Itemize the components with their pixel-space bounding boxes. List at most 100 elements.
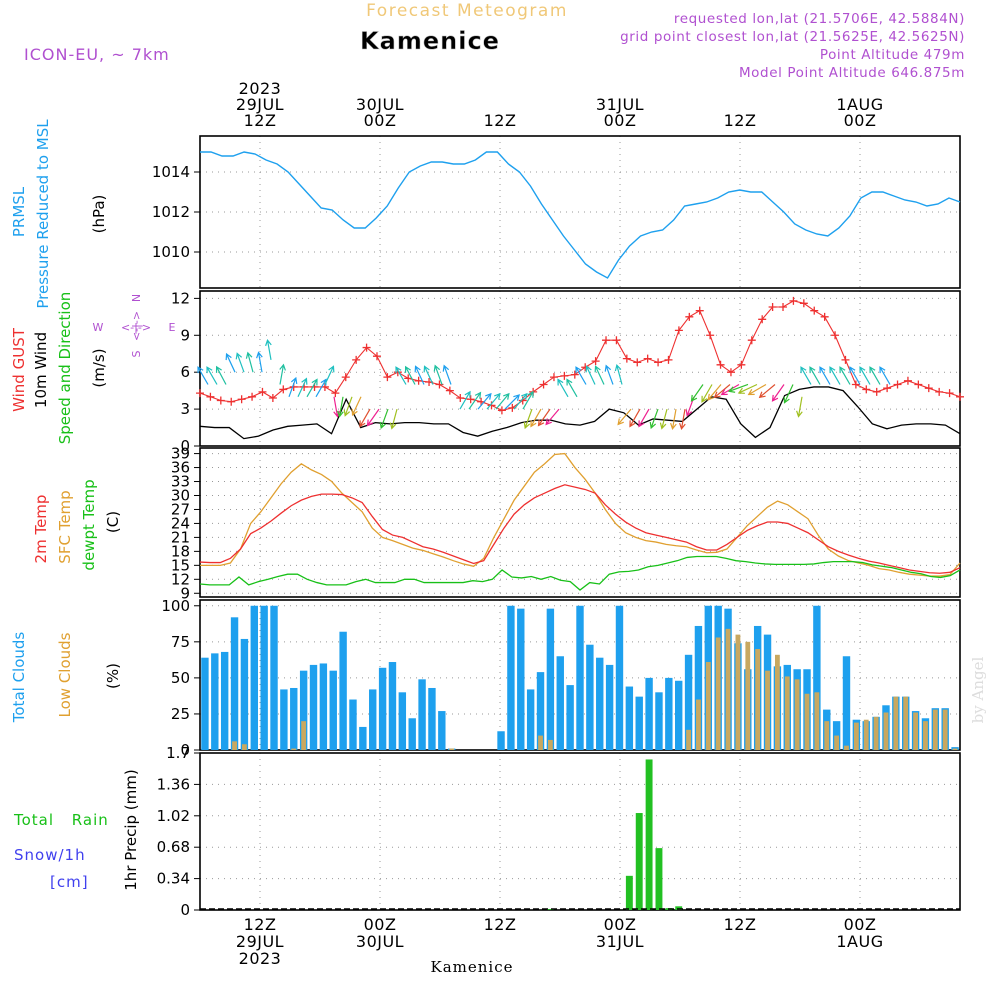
total-cloud-bar [605, 664, 614, 750]
total-cloud-bar [280, 689, 288, 750]
compass-east: E [169, 321, 176, 334]
gust-marker [466, 395, 475, 404]
model-altitude: Model Point Altitude 646.875m [739, 65, 965, 81]
total-cloud-bar [665, 677, 673, 750]
clouds-ytick-label: 100 [161, 597, 190, 615]
low-cloud-bar [745, 641, 751, 750]
temp-ytick-label: 24 [171, 514, 190, 532]
total-cloud-bar [299, 670, 308, 750]
wind-direction-arrow [585, 365, 596, 385]
precip-ytick-label: 0 [180, 901, 190, 919]
wind-direction-arrow [614, 363, 623, 385]
total-cloud-bar [645, 677, 653, 750]
wind-direction-arrow [245, 351, 254, 373]
temp-label-2m: 2m Temp [32, 495, 50, 564]
gust-marker [602, 336, 611, 345]
wind-direction-arrow [566, 378, 578, 398]
total-cloud-bar [813, 605, 821, 750]
wind-direction-arrow [235, 352, 245, 373]
gust-marker [633, 358, 642, 367]
total-cloud-bar [536, 672, 545, 750]
wind-direction-arrow [486, 392, 501, 410]
low-cloud-bar [301, 721, 307, 750]
wind-direction-arrow [442, 364, 452, 385]
gust-marker [893, 380, 902, 389]
compass-arrows: <-|-> [130, 311, 143, 341]
wind-direction-arrow [557, 378, 569, 398]
pressure-ytick-label: 1012 [152, 203, 190, 221]
temp-ytick-label: 27 [171, 500, 190, 518]
top-time-label: 2023 [239, 79, 282, 98]
bottom-time-label: 29JUL [236, 932, 284, 951]
wind-direction-arrow [869, 366, 881, 385]
pressure-frame [199, 135, 961, 289]
total-cloud-bar [290, 687, 298, 750]
wind-direction-arrow [366, 408, 380, 427]
gust-marker [706, 331, 715, 340]
gust-marker [664, 355, 673, 364]
rain-bar [645, 759, 653, 910]
wind-compass: N <-|-> S W <-|-> E [93, 294, 176, 358]
low-cloud-bar [923, 721, 928, 750]
wind-direction-arrow [679, 408, 686, 431]
low-cloud-bar [735, 634, 741, 750]
gust-marker [914, 380, 923, 389]
total-cloud-bar [398, 692, 407, 750]
gust-marker [758, 315, 767, 324]
wind-direction-arrow [433, 364, 443, 385]
rain-bar [635, 813, 643, 910]
bottom-time-label: 30JUL [356, 932, 404, 951]
gust-marker [779, 302, 788, 311]
low-cloud-bar [883, 712, 889, 750]
low-cloud-bar [774, 654, 780, 750]
wind-direction-arrow [839, 366, 851, 385]
gust-marker [643, 354, 652, 363]
product-title: Forecast Meteogram [366, 1, 568, 21]
gust-marker [810, 306, 819, 315]
precip-panel: 0 0.34 0.68 1.02 1.36 1.7 [157, 744, 961, 919]
top-time-label: 12Z [484, 111, 517, 130]
gust-marker [737, 360, 746, 369]
wind-direction-arrow [879, 366, 891, 385]
model-name: ICON-EU, ~ 7km [24, 45, 170, 64]
wind-direction-arrow [649, 408, 659, 430]
low-cloud-bar [715, 637, 721, 750]
total-cloud-bar [615, 605, 624, 750]
total-cloud-bar [339, 631, 347, 750]
rain-bar [625, 875, 633, 910]
panels: 1010101210140369129121518212427303336390… [152, 135, 964, 919]
wind-direction-arrow [215, 365, 227, 385]
gust-marker [268, 394, 277, 403]
low-cloud-bar [814, 692, 820, 750]
total-cloud-bar [694, 625, 703, 750]
top-time-label: 12Z [244, 111, 277, 130]
wind-direction-arrow [758, 384, 776, 399]
bottom-time-label: 12Z [244, 915, 277, 934]
gust-marker [196, 389, 204, 398]
wind-ytick-label: 3 [180, 400, 190, 418]
total-cloud-bar [684, 654, 693, 750]
gust-marker [414, 376, 423, 385]
gust-marker [539, 380, 548, 389]
total-cloud-bar [596, 657, 604, 750]
clouds-ytick-label: 50 [171, 669, 190, 687]
gust-marker [341, 373, 350, 382]
precip-panel-labels: Total Rain Snow/1h [cm] 1hr Precip (mm) [13, 769, 140, 891]
gust-marker [695, 306, 704, 315]
gust-marker [352, 355, 361, 364]
gust-marker [935, 387, 944, 396]
pressure-line [200, 151, 961, 279]
grid-point-coords: grid point closest lon,lat (21.5625E, 42… [620, 29, 965, 45]
low-cloud-bar [538, 735, 543, 750]
gust-marker [227, 397, 236, 406]
wind-direction-arrow [859, 366, 871, 385]
low-cloud-bar [952, 748, 958, 750]
total-cloud-bar [260, 605, 268, 750]
gust-marker [747, 336, 756, 345]
bottom-time-label: 00Z [844, 915, 877, 934]
total-cloud-bar [418, 679, 426, 750]
wind-direction-arrow [594, 365, 605, 385]
wind-direction-arrow [800, 366, 812, 385]
total-cloud-bar [507, 605, 515, 750]
gust-marker [956, 392, 964, 401]
